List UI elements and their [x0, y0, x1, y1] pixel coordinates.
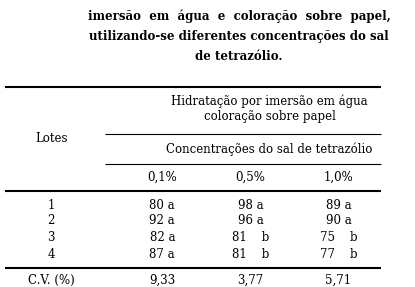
Text: 81    b: 81 b: [232, 231, 269, 244]
Text: 4: 4: [47, 248, 55, 261]
Text: 77    b: 77 b: [320, 248, 357, 261]
Text: 89 a: 89 a: [326, 199, 352, 212]
Text: 3,77: 3,77: [237, 274, 264, 287]
Text: Lotes: Lotes: [35, 133, 67, 146]
Text: 87 a: 87 a: [149, 248, 175, 261]
Text: imersão  em  água  e  coloração  sobre  papel,: imersão em água e coloração sobre papel,: [88, 9, 390, 23]
Text: 1,0%: 1,0%: [324, 171, 353, 184]
Text: 92 a: 92 a: [149, 214, 175, 228]
Text: Hidratação por imersão em água
coloração sobre papel: Hidratação por imersão em água coloração…: [171, 95, 368, 123]
Text: 75    b: 75 b: [320, 231, 357, 244]
Text: 2: 2: [47, 214, 55, 228]
Text: 3: 3: [47, 231, 55, 244]
Text: C.V. (%): C.V. (%): [28, 274, 75, 287]
Text: 9,33: 9,33: [149, 274, 176, 287]
Text: de tetrazólio.: de tetrazólio.: [195, 50, 283, 63]
Text: 90 a: 90 a: [326, 214, 352, 228]
Text: 81    b: 81 b: [232, 248, 269, 261]
Text: utilizando-se diferentes concentrações do sal: utilizando-se diferentes concentrações d…: [89, 30, 389, 43]
Text: 82 a: 82 a: [149, 231, 175, 244]
Text: Concentrações do sal de tetrazólio: Concentrações do sal de tetrazólio: [166, 142, 373, 156]
Text: 96 a: 96 a: [237, 214, 263, 228]
Text: 98 a: 98 a: [237, 199, 263, 212]
Text: 0,5%: 0,5%: [235, 171, 265, 184]
Text: 1: 1: [47, 199, 55, 212]
Text: 5,71: 5,71: [325, 274, 352, 287]
Text: 0,1%: 0,1%: [147, 171, 177, 184]
Text: 80 a: 80 a: [149, 199, 175, 212]
